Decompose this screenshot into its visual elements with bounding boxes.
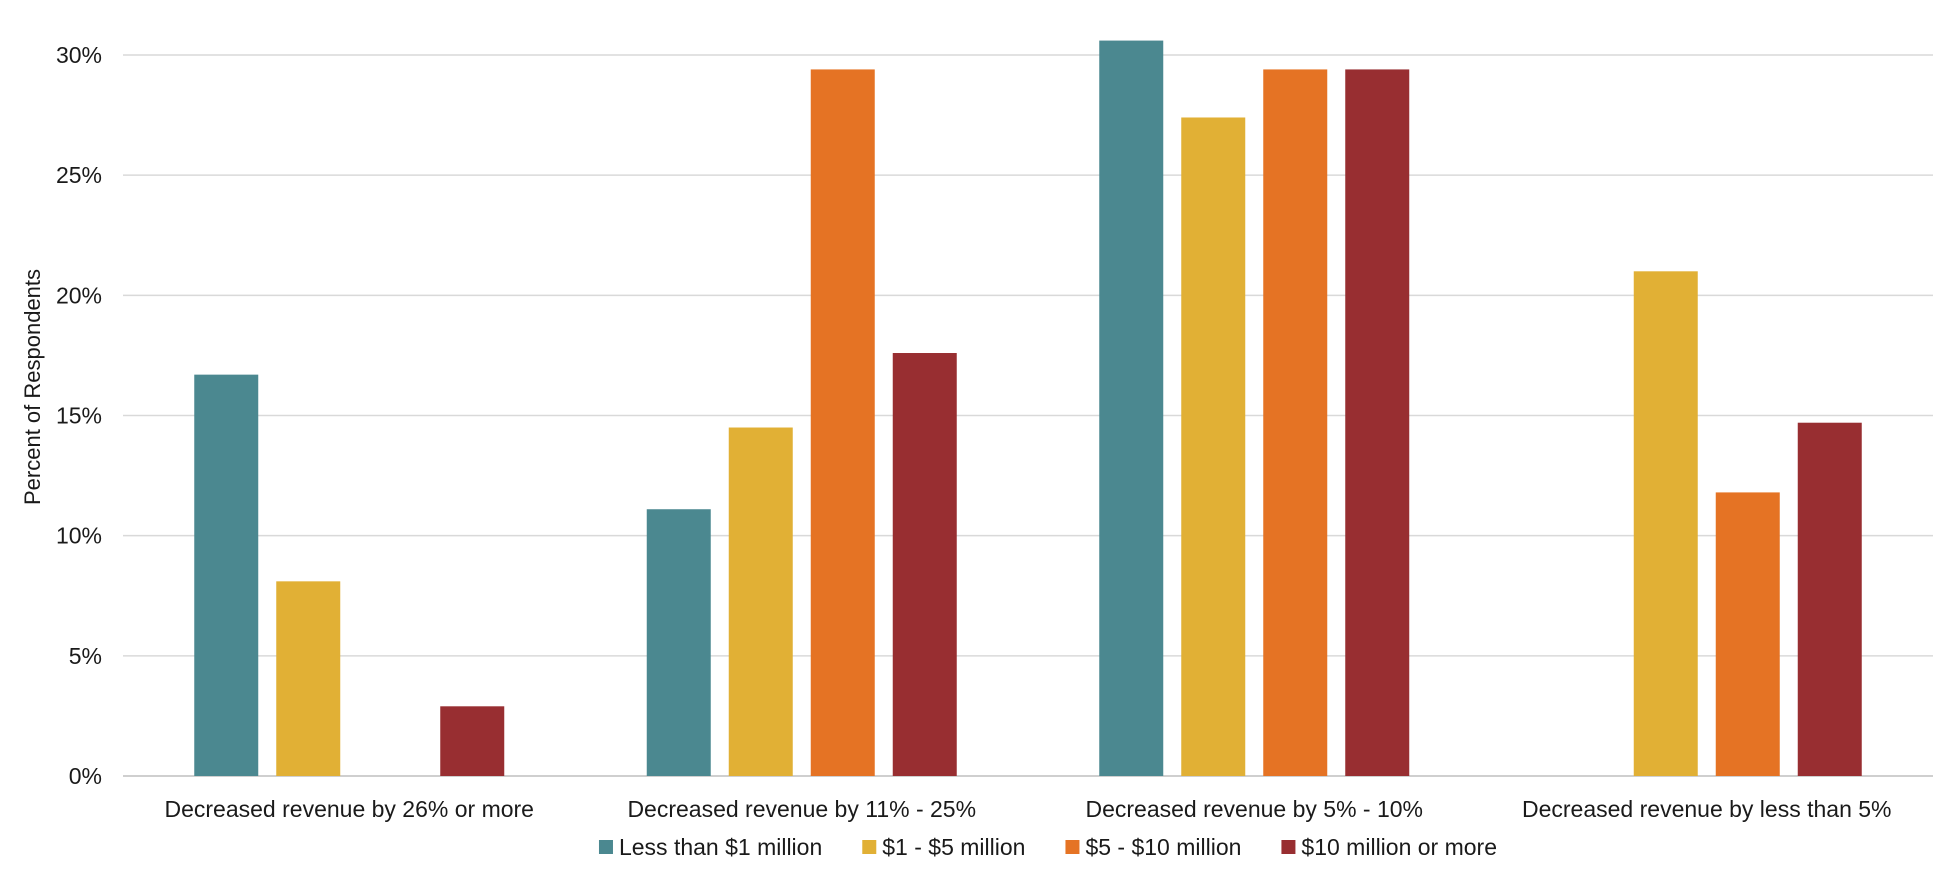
y-tick-label: 10% [56, 523, 102, 549]
bar [1345, 69, 1410, 777]
y-axis-ticks: 0% 5% 10% 15% 20% 25% 30% [56, 42, 102, 789]
bar [646, 509, 711, 776]
x-category-label: Decreased revenue by 11% - 25% [627, 796, 976, 822]
bar [810, 69, 875, 777]
legend-swatch [862, 840, 877, 854]
legend-item: $1 - $5 million [862, 834, 1025, 860]
bar [1263, 69, 1328, 777]
x-category-label: Decreased revenue by 5% - 10% [1085, 796, 1423, 822]
legend-label: $1 - $5 million [882, 834, 1025, 860]
bar [1633, 271, 1698, 776]
legend-item: $10 million or more [1281, 834, 1497, 860]
bar [1715, 492, 1780, 776]
gridlines [123, 54, 1933, 777]
legend: Less than $1 million $1 - $5 million $5 - … [598, 834, 1497, 860]
legend-label: $5 - $10 million [1085, 834, 1241, 860]
legend-label: Less than $1 million [619, 834, 822, 860]
bar [892, 353, 957, 776]
legend-item: $5 - $10 million [1065, 834, 1241, 860]
bar [276, 581, 341, 776]
y-tick-label: 25% [56, 162, 102, 188]
bars [194, 40, 1862, 777]
legend-swatch [1281, 840, 1296, 854]
x-category-label: Decreased revenue by 26% or more [165, 796, 534, 822]
y-tick-label: 30% [56, 42, 102, 68]
y-axis-title: Percent of Respondents [20, 269, 45, 505]
legend-label: $10 million or more [1301, 834, 1497, 860]
legend-item: Less than $1 million [598, 834, 822, 860]
x-category-label: Decreased revenue by less than 5% [1522, 796, 1892, 822]
bar [194, 374, 259, 776]
bar [1181, 117, 1246, 776]
y-tick-label: 0% [69, 763, 102, 789]
bar [1797, 422, 1862, 776]
y-tick-label: 15% [56, 403, 102, 429]
legend-swatch [598, 840, 613, 854]
y-tick-label: 20% [56, 282, 102, 308]
bar [440, 706, 505, 776]
y-tick-label: 5% [69, 643, 102, 669]
legend-swatch [1065, 840, 1080, 854]
x-axis-categories: Decreased revenue by 26% or more Decrease… [165, 796, 1892, 822]
bar [728, 427, 793, 776]
bar [1099, 40, 1164, 776]
